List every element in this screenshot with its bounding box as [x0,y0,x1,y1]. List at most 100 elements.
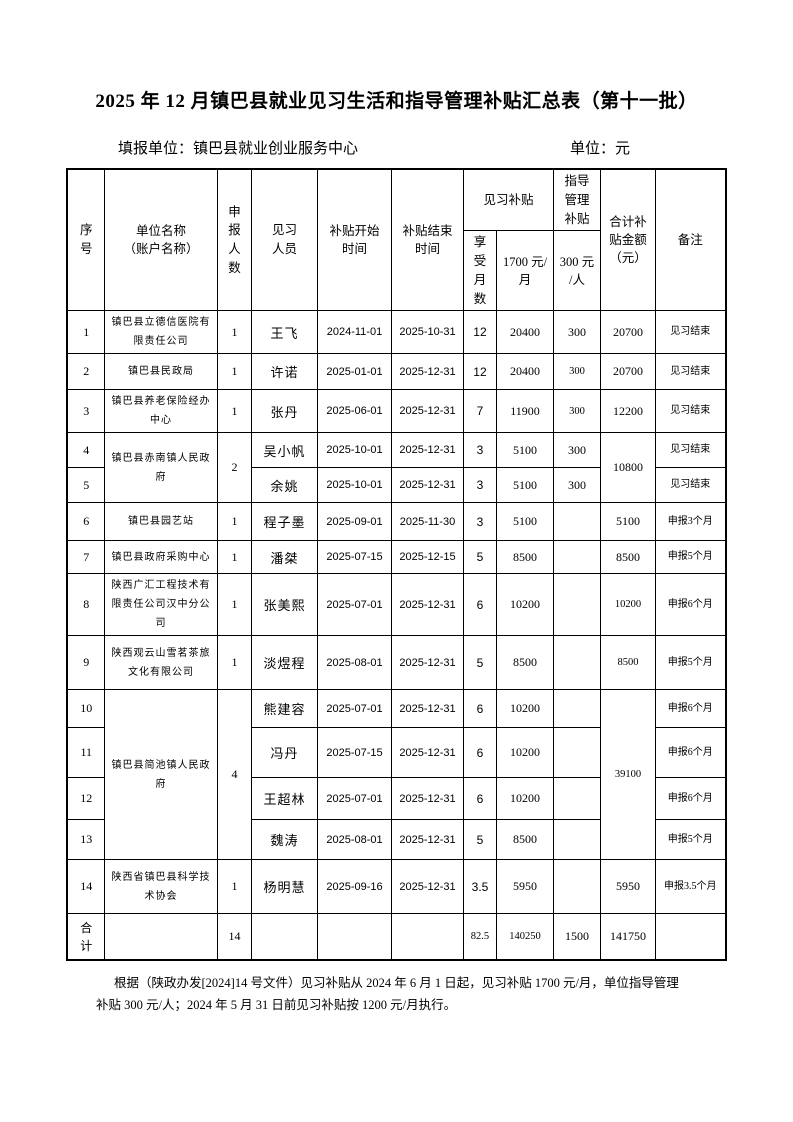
cell-start: 2025-07-15 [316,540,392,575]
cell-unit: 陕西省镇巴县科学技术协会 [103,859,218,915]
cell-seq: 11 [66,727,105,779]
cell-sub: 10200 [495,727,555,779]
cell-end: 2025-12-31 [390,635,464,691]
cell-seq: 2 [66,353,105,391]
cell-unit: 镇巴县赤南镇人民政府 [103,432,218,504]
cell-guide: 300 [553,389,601,434]
header-start: 补贴开始 时间 [316,168,392,312]
cell-seq: 14 [66,859,105,915]
cell-end: 2025-12-15 [390,540,464,575]
table-row: 3 镇巴县养老保险经办中心 1 张丹 2025-06-01 2025-12-31… [66,389,726,434]
header-guide-group: 指导管理补贴 [553,168,601,232]
table-row: 9 陕西观云山雪茗茶旅文化有限公司 1 淡煜程 2025-08-01 2025-… [66,635,726,691]
cell-person: 潘桀 [250,540,318,575]
cell-person: 张美熙 [250,573,318,637]
footnote: 根据（陕政办发[2024]14 号文件）见习补贴从 2024 年 6 月 1 日… [96,973,713,1017]
cell-total: 5950 [600,859,656,915]
cell-unit-empty [103,913,218,961]
cell-start: 2024-11-01 [316,310,392,355]
cell-seq: 9 [66,635,105,691]
cell-end: 2025-10-31 [390,310,464,355]
cell-note: 申报3个月 [655,502,726,542]
cell-count: 1 [216,635,252,691]
cell-sub: 11900 [495,389,555,434]
cell-months: 6 [462,727,497,779]
cell-unit: 镇巴县园艺站 [103,502,218,542]
cell-sub: 10200 [495,689,555,729]
cell-person: 程子墨 [250,502,318,542]
cell-seq: 4 [66,432,105,469]
cell-total: 8500 [600,635,656,691]
cell-start: 2025-07-01 [316,573,392,637]
cell-end: 2025-12-31 [390,467,464,504]
cell-person: 吴小帆 [250,432,318,469]
cell-total: 10200 [600,573,656,637]
cell-guide [553,502,601,542]
table-row: 6 镇巴县园艺站 1 程子墨 2025-09-01 2025-11-30 3 5… [66,502,726,542]
cell-sub: 20400 [495,353,555,391]
footnote-line-2: 补贴 300 元/人；2024 年 5 月 31 日前见习补贴按 1200 元/… [96,997,457,1012]
cell-person: 王超林 [250,777,318,821]
meta-line: 填报单位：镇巴县就业创业服务中心 单位：元 [68,137,725,158]
cell-total: 5100 [600,502,656,542]
header-seq: 序号 [66,168,105,312]
cell-person: 冯丹 [250,727,318,779]
cell-months: 3 [462,502,497,542]
header-guide-rate: 300 元 /人 [553,230,601,312]
cell-guide: 300 [553,467,601,504]
cell-end: 2025-11-30 [390,502,464,542]
header-total: 合计补 贴金额 （元） [600,168,656,312]
page-title: 2025 年 12 月镇巴县就业见习生活和指导管理补贴汇总表（第十一批） [95,91,698,112]
currency-unit-label: 单位：元 [569,141,630,157]
cell-start: 2025-06-01 [316,389,392,434]
cell-seq: 10 [66,689,105,729]
cell-months: 5 [462,819,497,861]
cell-start: 2025-01-01 [316,353,392,391]
cell-count: 1 [216,502,252,542]
cell-total-sub: 140250 [495,913,555,961]
cell-count: 1 [216,859,252,915]
header-end: 补贴结束 时间 [390,168,464,312]
cell-months: 5 [462,635,497,691]
cell-end: 2025-12-31 [390,819,464,861]
cell-sub: 10200 [495,573,555,637]
cell-seq: 1 [66,310,105,355]
table-row: 10 镇巴县简池镇人民政府 4 熊建容 2025-07-01 2025-12-3… [66,689,726,861]
cell-start: 2025-07-01 [316,689,392,729]
cell-count: 1 [216,389,252,434]
cell-unit: 陕西广汇工程技术有限责任公司汉中分公司 [103,573,218,637]
cell-count: 2 [216,432,252,504]
cell-months: 5 [462,540,497,575]
cell-end: 2025-12-31 [390,777,464,821]
table-row: 8 陕西广汇工程技术有限责任公司汉中分公司 1 张美熙 2025-07-01 2… [66,573,726,637]
cell-total: 10800 [600,432,656,504]
cell-person: 熊建容 [250,689,318,729]
header-person: 见习人员 [250,168,318,312]
cell-person-empty [250,913,318,961]
cell-note-empty [655,913,726,961]
header-note: 备注 [655,168,726,312]
cell-end: 2025-12-31 [390,689,464,729]
cell-guide [553,635,601,691]
cell-total-label: 合计 [66,913,105,961]
footnote-line-1: 根据（陕政办发[2024]14 号文件）见习补贴从 2024 年 6 月 1 日… [114,975,679,990]
cell-unit: 陕西观云山雪茗茶旅文化有限公司 [103,635,218,691]
cell-guide: 300 [553,353,601,391]
cell-sub: 20400 [495,310,555,355]
header-sub-group: 见习补贴 [462,168,555,232]
cell-note: 申报6个月 [655,573,726,637]
cell-total-count: 14 [216,913,252,961]
total-row: 合计 14 82.5 140250 1500 141750 [66,913,726,961]
subsidy-summary-table: 序号 单位名称 （账户名称） 申报人数 见习人员 补贴开始 时间 补贴结束 时间… [66,168,727,961]
cell-start: 2025-10-01 [316,432,392,469]
cell-seq: 12 [66,777,105,821]
cell-unit: 镇巴县政府采购中心 [103,540,218,575]
cell-count: 1 [216,310,252,355]
cell-months: 6 [462,689,497,729]
cell-total-months: 82.5 [462,913,497,961]
cell-person: 王飞 [250,310,318,355]
cell-unit: 镇巴县立德信医院有限责任公司 [103,310,218,355]
cell-guide: 300 [553,432,601,469]
cell-sub: 8500 [495,819,555,861]
header-unit: 单位名称 （账户名称） [103,168,218,312]
